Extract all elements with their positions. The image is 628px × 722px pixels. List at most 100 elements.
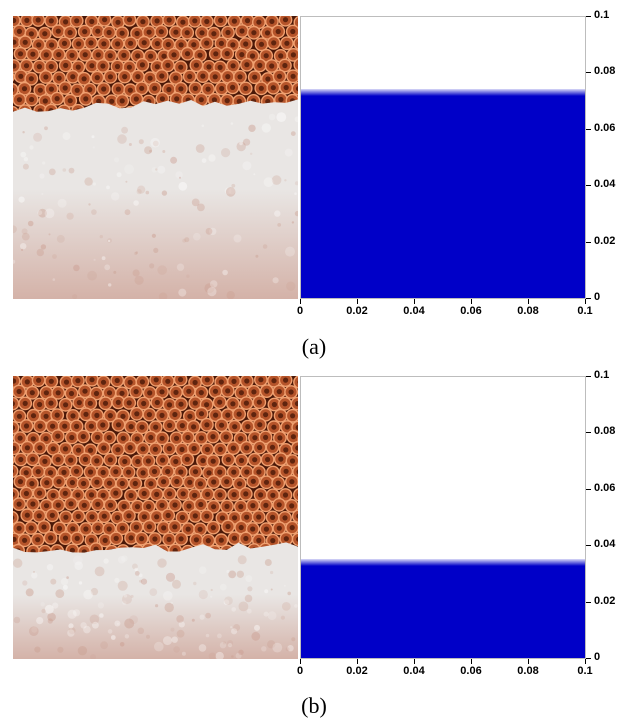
copper-bead-hole (204, 446, 210, 453)
copper-bead-hole (139, 85, 145, 91)
frost-speck (171, 636, 178, 643)
copper-bead-hole (249, 53, 256, 59)
copper-bead-hole (224, 51, 230, 57)
copper-bead-hole (265, 98, 271, 105)
frost-speck (91, 209, 97, 215)
copper-bead-hole (263, 434, 269, 440)
copper-bead-hole (132, 480, 138, 487)
copper-bead-hole (16, 413, 22, 419)
copper-bead-hole (61, 469, 67, 475)
frost-speck (124, 634, 130, 639)
copper-bead-hole (159, 435, 165, 441)
x-tick-label: 0.02 (346, 305, 368, 317)
frost-speck (44, 208, 55, 219)
copper-bead-hole (54, 96, 60, 102)
copper-bead-hole (283, 84, 289, 91)
copper-bead (290, 396, 298, 411)
copper-bead-hole (128, 424, 134, 430)
copper-bead-hole (100, 492, 106, 498)
copper-bead-hole (265, 456, 271, 463)
copper-bead-hole (120, 435, 126, 441)
copper-bead-hole (251, 412, 257, 418)
frost-speck (270, 570, 274, 575)
copper-bead-hole (269, 444, 276, 450)
copper-bead-hole (289, 479, 295, 485)
y-tick-mark (586, 601, 591, 603)
copper-bead-hole (173, 435, 180, 441)
copper-bead-hole (74, 423, 80, 429)
frost-speck (149, 588, 158, 596)
copper-bead-hole (115, 86, 121, 92)
copper-bead-hole (70, 413, 76, 419)
copper-bead-hole (225, 523, 231, 530)
copper-bead-hole (115, 19, 121, 25)
frost-speck (178, 621, 185, 628)
frost-speck (208, 652, 217, 659)
copper-bead-hole (283, 468, 289, 474)
frost-speck (138, 139, 144, 145)
copper-bead-hole (252, 435, 258, 441)
frost-speck (20, 243, 27, 250)
y-tick-label: 0.02 (594, 234, 616, 247)
copper-bead-hole (278, 456, 284, 462)
frost-speck (36, 248, 44, 257)
copper-bead-hole (146, 412, 152, 418)
frost-speck (57, 198, 67, 208)
copper-bead-hole (62, 423, 68, 429)
copper-bead-hole (37, 423, 43, 429)
frost-speck (46, 564, 54, 571)
copper-bead-hole (256, 469, 262, 475)
copper-bead-hole (43, 74, 49, 80)
copper-bead-hole (212, 74, 218, 80)
frost-speck (254, 624, 260, 631)
y-tick-label: 0.08 (594, 65, 616, 78)
copper-bead-hole (30, 436, 36, 442)
frost-speck (23, 157, 29, 162)
frost-speck (207, 287, 217, 297)
frost-speck (107, 239, 111, 243)
frost-speck (271, 175, 282, 185)
frost-speck (210, 588, 213, 592)
frost-speck (231, 183, 236, 188)
frost-speck (29, 145, 34, 150)
copper-bead-hole (13, 469, 15, 474)
frost-speck (281, 602, 291, 611)
copper-bead-hole (264, 388, 270, 394)
frost-speck (67, 609, 77, 619)
frost-speck (198, 644, 207, 652)
copper-bead-hole (231, 535, 238, 541)
copper-bead-hole (171, 52, 177, 58)
copper-bead-hole (82, 456, 89, 462)
frost-speck (155, 604, 159, 608)
frost-speck (78, 581, 83, 585)
frost-speck (231, 607, 236, 612)
frost-speck (153, 247, 159, 253)
copper-bead-hole (63, 379, 70, 385)
copper-bead-hole (29, 481, 35, 487)
frost-speck (48, 168, 56, 176)
copper-bead-hole (37, 445, 43, 451)
copper-bead-hole (141, 490, 147, 497)
copper-bead-hole (95, 28, 101, 34)
frost-speck (197, 203, 205, 212)
frost-speck (149, 263, 155, 269)
frost-speck (286, 281, 296, 291)
frost-speck (224, 596, 233, 605)
frost-speck (22, 580, 28, 586)
frost-speck (276, 112, 287, 122)
copper-bead-hole (106, 480, 113, 486)
copper-bead-hole (134, 504, 141, 510)
caption-a: (a) (301, 334, 327, 359)
copper-bead-hole (225, 388, 231, 394)
copper-bead-hole (28, 31, 34, 37)
copper-bead-hole (205, 86, 211, 92)
copper-bead-hole (128, 492, 134, 499)
copper-bead-hole (167, 422, 173, 428)
copper-bead-hole (238, 504, 244, 510)
frost-speck (172, 579, 181, 589)
frost-speck (25, 588, 34, 597)
frost-speck (250, 152, 253, 155)
copper-bead (13, 464, 19, 478)
simulation-plot (300, 16, 586, 299)
copper-bead-hole (76, 41, 82, 47)
